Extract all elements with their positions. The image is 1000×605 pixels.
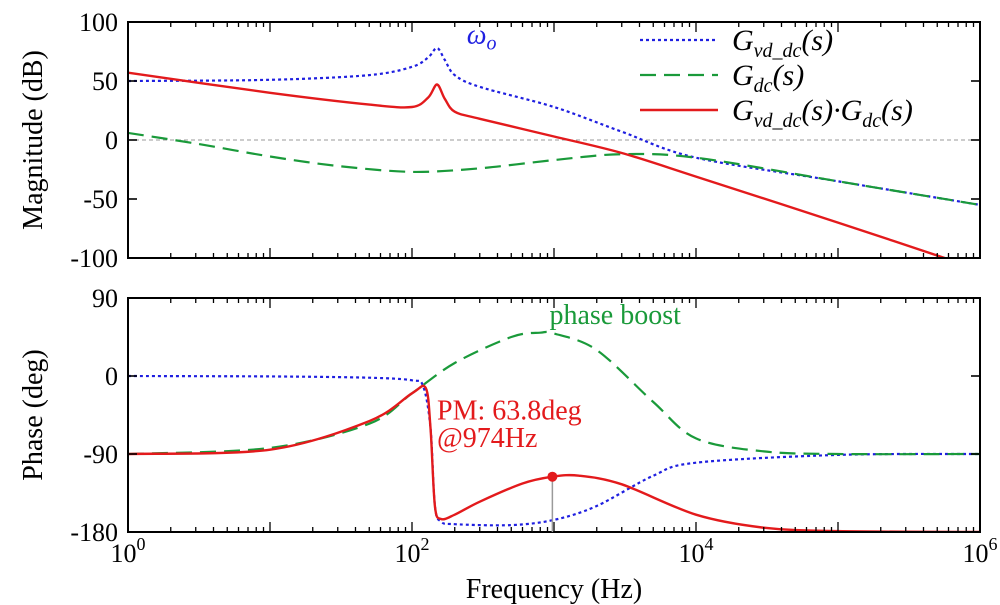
x-tick-label: 104: [679, 534, 714, 568]
crossover-frequency-annotation: @974Hz: [437, 423, 537, 454]
y-tick-label: 0: [105, 126, 118, 155]
magnitude-gdc-series: [128, 131, 980, 206]
x-tick-label: 100: [111, 534, 146, 568]
x-axis-label: Frequency (Hz): [466, 574, 642, 605]
x-tick-label: 106: [963, 534, 998, 568]
phase-margin-annotation: PM: 63.8deg: [437, 395, 582, 426]
y-tick-label: 90: [92, 284, 118, 313]
magnitude-y-ticks: 100 50 0 -50 -100: [70, 8, 980, 273]
phase-loop-gain-series: [128, 384, 980, 532]
y-tick-label: -180: [70, 518, 118, 547]
phase-gvd-dc-series: [128, 374, 980, 527]
y-tick-label: 0: [105, 362, 118, 391]
phase-y-axis-label: Phase (deg): [18, 349, 49, 480]
magnitude-curves: [128, 46, 980, 258]
phase-boost-annotation: phase boost: [549, 300, 681, 331]
legend-entry-label: Gvd_dc(s): [732, 24, 833, 62]
magnitude-gvd-dc-series: [128, 46, 980, 206]
y-tick-label: 100: [79, 8, 118, 37]
y-tick-label: 50: [92, 67, 118, 96]
phase-panel: 90 0 -90 -180 100 102 104 106 Phase (deg) Freq…: [18, 284, 998, 605]
y-tick-label: -90: [83, 440, 118, 469]
phase-curves: [128, 330, 980, 532]
phase-margin-marker: [547, 471, 558, 482]
legend: Gvd_dc(s)Gdc(s)Gvd_dc(s)·Gdc(s): [640, 24, 913, 132]
legend-entry-label: Gvd_dc(s)·Gdc(s): [732, 94, 913, 132]
magnitude-y-axis-label: Magnitude (dB): [18, 50, 49, 230]
y-tick-label: -50: [83, 185, 118, 214]
phase-x-ticks: 100 102 104 106: [111, 298, 998, 568]
magnitude-x-ticks: [127, 22, 981, 258]
magnitude-loop-gain-series: [128, 71, 949, 258]
y-tick-label: -100: [70, 244, 118, 273]
omega-o-annotation: ωo: [467, 20, 497, 55]
phase-gdc-series: [128, 330, 980, 456]
legend-entry-label: Gdc(s): [732, 59, 804, 97]
x-tick-label: 102: [395, 534, 430, 568]
magnitude-panel: 100 50 0 -50 -100 Magnitude (dB) ωo Gvd_dc(s…: [18, 8, 981, 273]
phase-y-ticks: 90 0 -90 -180: [70, 284, 980, 547]
